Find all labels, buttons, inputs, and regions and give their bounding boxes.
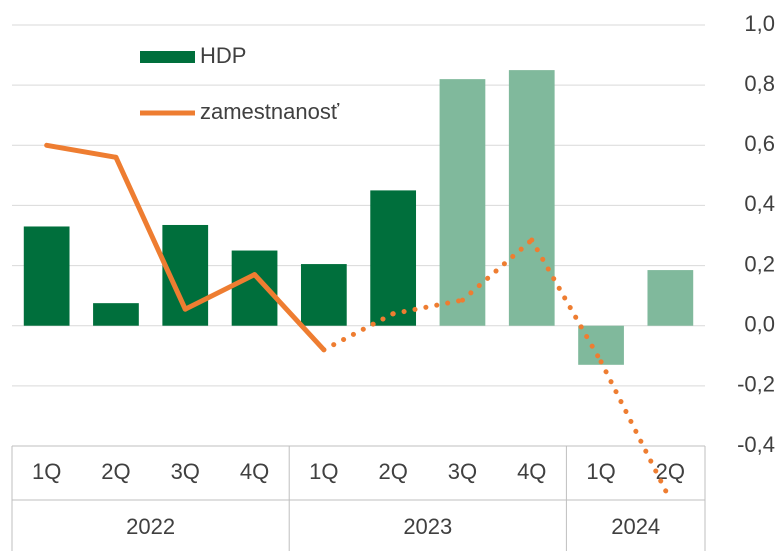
group-label: 2024 bbox=[611, 514, 660, 539]
x-tick-label: 4Q bbox=[240, 459, 269, 484]
y-tick-label: 1,0 bbox=[744, 11, 775, 36]
line-segment bbox=[44, 142, 119, 160]
line-segment bbox=[459, 237, 535, 303]
x-tick-label: 3Q bbox=[448, 459, 477, 484]
y-tick-label: 0,0 bbox=[744, 312, 775, 337]
legend-label: zamestnanosť bbox=[200, 99, 340, 124]
bar bbox=[508, 70, 555, 326]
y-tick-label: 0,2 bbox=[744, 251, 775, 276]
y-tick-label: -0,4 bbox=[737, 432, 775, 457]
line-segment bbox=[182, 272, 258, 312]
line-segment bbox=[529, 237, 604, 365]
group-label: 2023 bbox=[403, 514, 452, 539]
y-tick-label: -0,2 bbox=[737, 372, 775, 397]
x-tick-label: 1Q bbox=[309, 459, 338, 484]
bar bbox=[300, 264, 347, 326]
x-tick-label: 3Q bbox=[171, 459, 200, 484]
legend-swatch bbox=[140, 51, 195, 63]
legend-label: HDP bbox=[200, 43, 246, 68]
bar bbox=[578, 325, 624, 365]
y-tick-label: 0,6 bbox=[744, 131, 775, 156]
bar bbox=[647, 270, 694, 326]
bar bbox=[439, 79, 486, 326]
line-segment bbox=[113, 154, 188, 312]
y-tick-label: 0,4 bbox=[744, 191, 775, 216]
line-segment bbox=[252, 272, 327, 353]
x-tick-label: 4Q bbox=[517, 459, 546, 484]
line-segment bbox=[598, 359, 673, 503]
x-tick-label: 1Q bbox=[32, 459, 61, 484]
bar bbox=[231, 250, 278, 326]
x-tick-label: 2Q bbox=[378, 459, 407, 484]
line-segment bbox=[321, 311, 396, 353]
group-label: 2022 bbox=[126, 514, 175, 539]
x-tick-label: 1Q bbox=[586, 459, 615, 484]
x-tick-label: 2Q bbox=[101, 459, 130, 484]
bar bbox=[93, 303, 139, 326]
bar bbox=[23, 226, 70, 326]
line-segment bbox=[390, 297, 465, 317]
bar bbox=[370, 190, 417, 326]
y-tick-label: 0,8 bbox=[744, 71, 775, 96]
